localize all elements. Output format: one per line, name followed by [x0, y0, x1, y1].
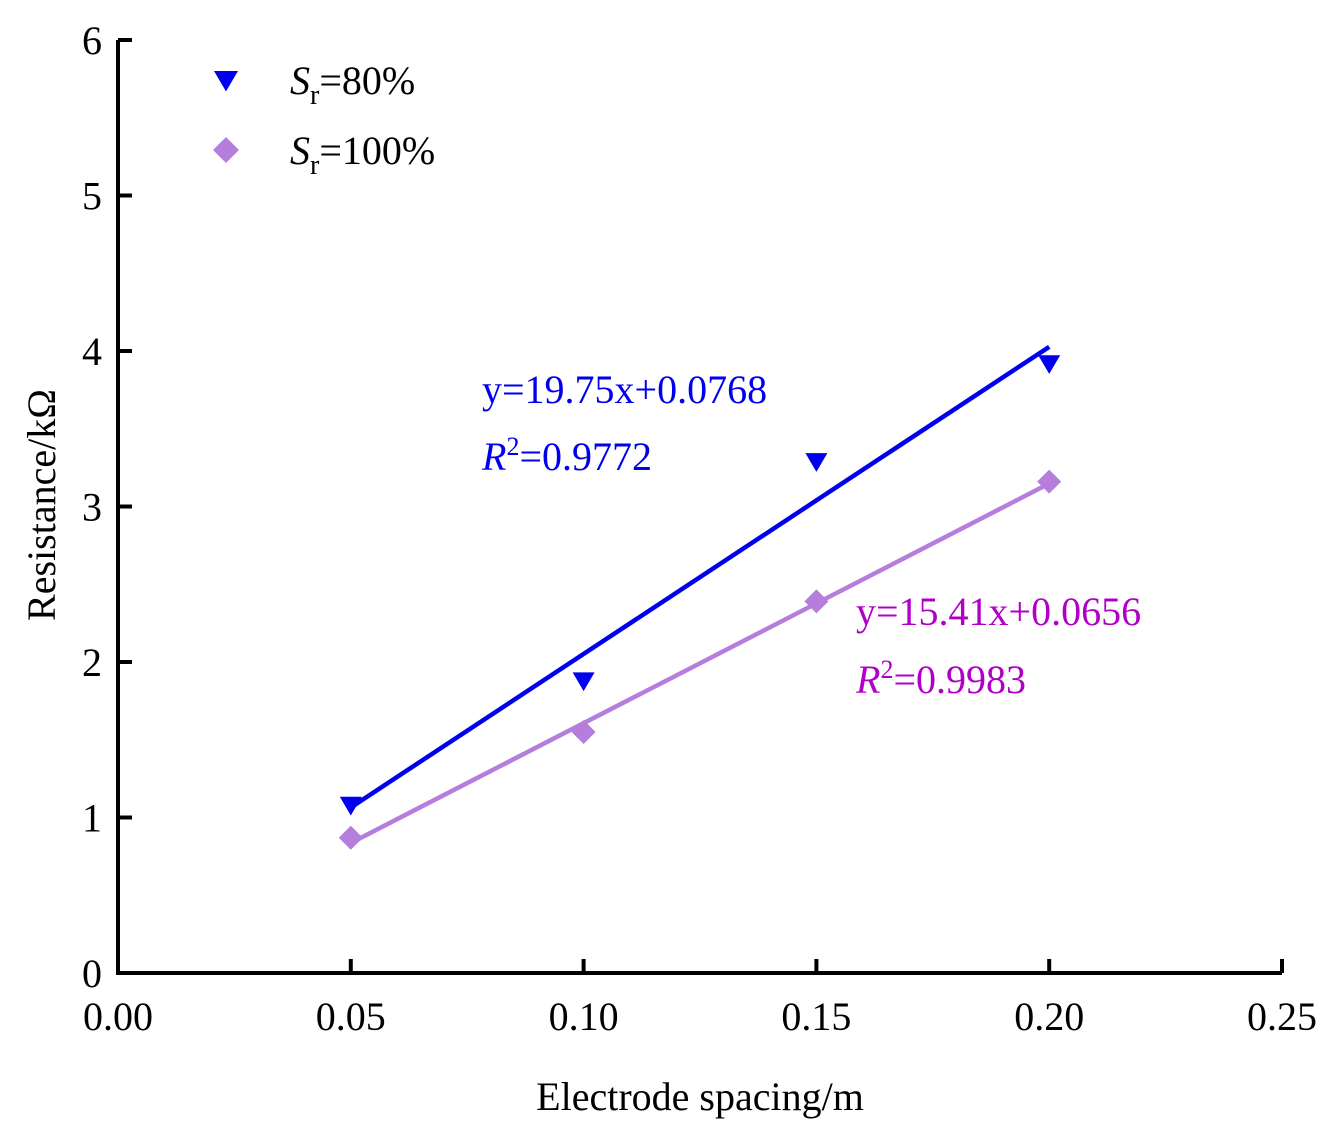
x-tick-label: 0.05	[316, 994, 386, 1039]
fit-line-series-0	[349, 344, 1051, 810]
x-ticks: 0.00 0.05 0.10 0.15 0.20 0.25	[83, 959, 1317, 1039]
y-tick-label: 4	[82, 329, 102, 374]
x-tick-label: 0.10	[549, 994, 619, 1039]
r2-sr100: R2=0.9983	[855, 655, 1026, 702]
fit-lines	[349, 344, 1051, 845]
x-tick-label: 0.25	[1247, 994, 1317, 1039]
legend-marker-diamond	[213, 137, 239, 163]
legend-label-sr80: Sr=80%	[290, 58, 415, 111]
y-tick-label: 2	[82, 640, 102, 685]
y-tick-label: 0	[82, 951, 102, 996]
r2-sr80: R2=0.9772	[481, 432, 652, 479]
y-tick-label: 3	[82, 485, 102, 530]
data-point-series-0	[339, 796, 362, 816]
data-point-series-0	[1038, 355, 1061, 374]
annotation-sr100: y=15.41x+0.0656 R2=0.9983	[855, 589, 1141, 702]
legend-item-sr100: Sr=100%	[213, 128, 435, 181]
equation-sr100: y=15.41x+0.0656	[856, 589, 1141, 634]
data-point-series-1	[338, 825, 363, 850]
y-axis-title: Resistance/kΩ	[19, 389, 64, 621]
x-tick-label: 0.20	[1014, 994, 1084, 1039]
data-point-series-0	[805, 453, 828, 472]
x-tick-label: 0.15	[781, 994, 851, 1039]
y-tick-label: 6	[82, 18, 102, 63]
annotation-sr80: y=19.75x+0.0768 R2=0.9772	[481, 367, 767, 479]
y-tick-label: 1	[82, 796, 102, 841]
x-tick-label: 0.00	[83, 994, 153, 1039]
legend-item-sr80: Sr=80%	[214, 58, 415, 111]
equation-sr80: y=19.75x+0.0768	[482, 367, 767, 412]
data-markers	[338, 355, 1062, 850]
data-point-series-0	[572, 672, 595, 692]
data-point-series-1	[804, 589, 829, 614]
fit-line-series-1	[349, 481, 1051, 845]
y-ticks: 0 1 2 3 4 5 6	[82, 18, 132, 996]
legend-marker-triangle	[214, 71, 238, 92]
data-point-series-1	[571, 719, 596, 744]
data-point-series-1	[1037, 469, 1062, 494]
plot-area	[116, 40, 1282, 975]
legend-label-sr100: Sr=100%	[290, 128, 435, 181]
x-axis-title: Electrode spacing/m	[536, 1074, 864, 1119]
y-tick-label: 5	[82, 174, 102, 219]
legend: Sr=80% Sr=100%	[213, 58, 435, 181]
